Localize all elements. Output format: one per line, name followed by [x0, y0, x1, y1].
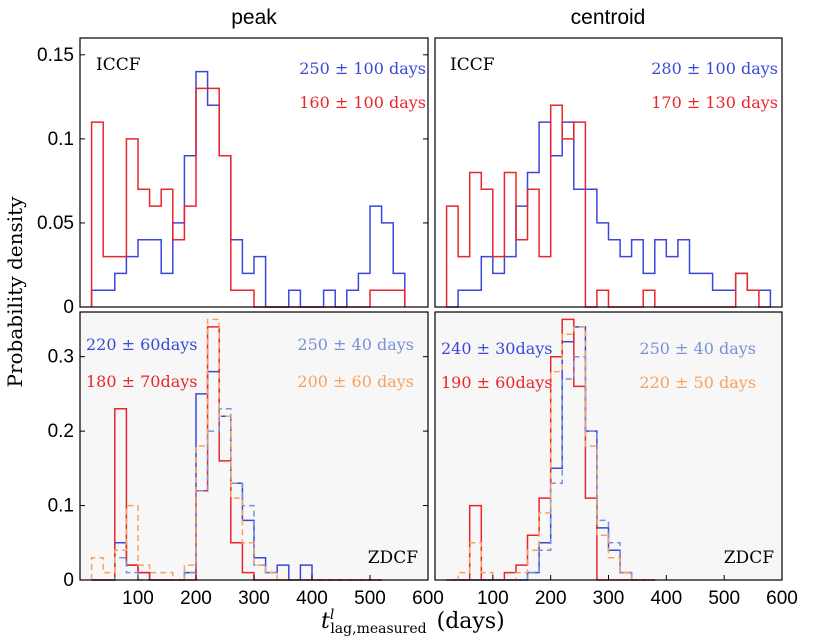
x-tick-label: 500 — [354, 588, 386, 609]
method-label: ZDCF — [724, 548, 774, 568]
panel-frame — [79, 37, 429, 308]
y-tick-label: 0 — [63, 570, 74, 591]
y-tick-label: 0.1 — [48, 496, 74, 517]
panel-top-left: 0 0.05 0.1 0.15 ICCF 250 ± 100 days 160 ± 100 … — [37, 37, 429, 318]
x-axis-label-units: (days) — [437, 609, 505, 634]
column-title-peak: peak — [231, 6, 277, 29]
histogram-blue-top-right — [446, 121, 772, 308]
y-tick-label: 0.05 — [37, 213, 74, 234]
y-tick-label: 0.3 — [48, 347, 74, 368]
lag-label-orange: 200 ± 60 days — [297, 372, 414, 391]
method-label: ZDCF — [368, 548, 418, 568]
lag-label-orange: 220 ± 50 days — [639, 373, 756, 392]
x-axis-label-sub: lag,measured — [330, 621, 426, 637]
panel-background — [435, 38, 782, 307]
x-axis-label-main: t — [321, 609, 330, 634]
lag-label-red: 160 ± 100 days — [299, 93, 426, 112]
x-tick-label: 300 — [593, 588, 625, 609]
lag-label-blue: 280 ± 100 days — [651, 59, 778, 78]
y-tick-label: 0 — [63, 297, 74, 318]
panel-bottom-left: 0 0.1 0.2 0.3 100 200 300 400 500 600 ZDCF 220 ± 60… — [48, 311, 444, 609]
x-tick-label: 100 — [477, 588, 509, 609]
histogram-orange-bottom-right — [446, 326, 655, 581]
y-tick-label: 0.15 — [37, 45, 74, 66]
x-tick-label: 200 — [535, 588, 567, 609]
x-tick-label: 400 — [650, 588, 682, 609]
histogram-blue-top-left — [90, 70, 406, 308]
lag-label-red: 170 ± 130 days — [651, 93, 778, 112]
lag-label-blue: 240 ± 30days — [441, 339, 553, 358]
y-tick-label: 0.2 — [48, 421, 74, 442]
panels: 0 0.05 0.1 0.15 ICCF 250 ± 100 days 160 ± 100 … — [37, 37, 798, 609]
lag-label-lightblue: 250 ± 40 days — [639, 339, 756, 358]
x-tick-label: 200 — [180, 588, 212, 609]
x-tick-label: 500 — [708, 588, 740, 609]
x-tick-label: 600 — [412, 588, 444, 609]
method-label: ICCF — [450, 55, 495, 75]
panel-bottom-right: 100 200 300 400 500 600 ZDCF 240 ± 30days 190 ± … — [434, 311, 798, 609]
panel-top-right: ICCF 280 ± 100 days 170 ± 130 days — [434, 37, 783, 308]
x-tick-label: 400 — [296, 588, 328, 609]
panel-frame — [434, 37, 783, 308]
x-tick-label: 600 — [766, 588, 798, 609]
y-tick-label: 0.1 — [48, 129, 74, 150]
x-tick-label: 100 — [122, 588, 154, 609]
lag-label-red: 190 ± 60days — [441, 373, 553, 392]
lag-label-lightblue: 250 ± 40 days — [297, 335, 414, 354]
lag-label-red: 180 ± 70days — [86, 372, 198, 391]
method-label: ICCF — [96, 55, 141, 75]
x-axis-label-sup: l — [330, 607, 334, 623]
lag-label-blue: 220 ± 60days — [86, 335, 198, 354]
column-title-centroid: centroid — [571, 6, 646, 29]
x-axis-label: tl lag,measured (days) — [321, 607, 505, 637]
lag-label-blue: 250 ± 100 days — [299, 59, 426, 78]
y-axis-label: Probability density — [3, 196, 27, 388]
x-tick-label: 300 — [238, 588, 270, 609]
